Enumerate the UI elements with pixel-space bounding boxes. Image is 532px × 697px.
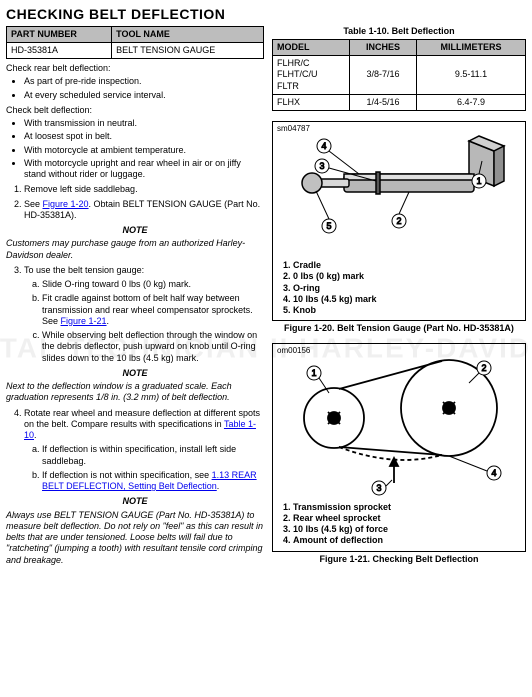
link-fig120[interactable]: Figure 1-20 — [43, 199, 89, 209]
step3a: Slide O-ring toward 0 lbs (0 kg) mark. — [42, 279, 264, 290]
gauge-illustration: 4 3 1 2 5 — [284, 126, 514, 256]
svg-text:5: 5 — [326, 221, 331, 231]
f2k1: Transmission sprocket — [293, 502, 521, 513]
dth-inches: INCHES — [350, 39, 417, 55]
svg-text:1: 1 — [476, 176, 481, 186]
step4-sub: If deflection is within specification, i… — [24, 444, 264, 492]
steps: Remove left side saddlebag. See Figure 1… — [6, 184, 264, 221]
f1k5: Knob — [293, 305, 521, 316]
dtd-0-2: 9.5-11.1 — [417, 56, 526, 95]
note3-heading: NOTE — [6, 496, 264, 507]
page-title: CHECKING BELT DEFLECTION — [6, 6, 526, 24]
right-column: Table 1-10. Belt Deflection MODEL INCHES… — [272, 26, 526, 573]
f2k4: Amount of deflection — [293, 535, 521, 546]
b1-2: At every scheduled service interval. — [24, 90, 264, 101]
b2-2: At loosest spot in belt. — [24, 131, 264, 142]
step3-sub: Slide O-ring toward 0 lbs (0 kg) mark. F… — [24, 279, 264, 364]
svg-text:4: 4 — [321, 141, 326, 151]
note3-text: Always use BELT TENSION GAUGE (Part No. … — [6, 510, 264, 566]
step3-txt: To use the belt tension gauge: — [24, 265, 144, 275]
svg-text:3: 3 — [319, 161, 324, 171]
f1k4: 10 lbs (4.5 kg) mark — [293, 294, 521, 305]
intro-2: Check belt deflection: — [6, 105, 264, 116]
step-1: Remove left side saddlebag. — [24, 184, 264, 195]
f2k3: 10 lbs (4.5 kg) of force — [293, 524, 521, 535]
note2-heading: NOTE — [6, 368, 264, 379]
svg-text:1: 1 — [311, 368, 316, 378]
dth-mm: MILLIMETERS — [417, 39, 526, 55]
dtd-1-1: 1/4-5/16 — [350, 94, 417, 110]
step4b: If deflection is not within specificatio… — [42, 470, 264, 493]
step2-txt-a: See — [24, 199, 43, 209]
tool-table: PART NUMBERTOOL NAME HD-35381ABELT TENSI… — [6, 26, 264, 60]
fig2-caption: Figure 1-21. Checking Belt Deflection — [272, 554, 526, 565]
dtd-1-2: 6.4-7.9 — [417, 94, 526, 110]
figure-1-20-box: sm04787 4 3 1 2 5 Cradle 0 lbs (0 kg) ma… — [272, 121, 526, 321]
table110-caption: Table 1-10. Belt Deflection — [272, 26, 526, 37]
dth-model: MODEL — [273, 39, 350, 55]
b2-1: With transmission in neutral. — [24, 118, 264, 129]
note1-heading: NOTE — [6, 225, 264, 236]
f2k2: Rear wheel sprocket — [293, 513, 521, 524]
step3c: While observing belt deflection through … — [42, 330, 264, 364]
step4b-txt2: . — [217, 481, 220, 491]
fig2-id: om00156 — [277, 346, 310, 356]
note1-text: Customers may purchase gauge from an aut… — [6, 238, 264, 261]
steps-cont: To use the belt tension gauge: Slide O-r… — [6, 265, 264, 364]
svg-text:2: 2 — [396, 216, 401, 226]
dtd-1-0: FLHX — [273, 94, 350, 110]
fig2-keys: Transmission sprocket Rear wheel sprocke… — [277, 502, 521, 547]
f1k3: O-ring — [293, 283, 521, 294]
th-partnum: PART NUMBER — [7, 26, 112, 42]
td-toolname: BELT TENSION GAUGE — [112, 42, 264, 58]
step-2: See Figure 1-20. Obtain BELT TENSION GAU… — [24, 199, 264, 222]
dtd-0-1: 3/8-7/16 — [350, 56, 417, 95]
f1k2: 0 lbs (0 kg) mark — [293, 271, 521, 282]
steps-cont2: Rotate rear wheel and measure deflection… — [6, 408, 264, 493]
step4-txt-b: . — [34, 430, 37, 440]
note2-text: Next to the deflection window is a gradu… — [6, 381, 264, 404]
step-3: To use the belt tension gauge: Slide O-r… — [24, 265, 264, 364]
fig1-id: sm04787 — [277, 124, 310, 134]
left-column: PART NUMBERTOOL NAME HD-35381ABELT TENSI… — [6, 26, 264, 573]
deflection-table: MODEL INCHES MILLIMETERS FLHR/C FLHT/C/U… — [272, 39, 526, 111]
step3b-txt2: . — [107, 316, 110, 326]
step3b: Fit cradle against bottom of belt half w… — [42, 293, 264, 327]
step4a: If deflection is within specification, i… — [42, 444, 264, 467]
intro-1: Check rear belt deflection: — [6, 63, 264, 74]
svg-text:2: 2 — [481, 363, 486, 373]
bullets-2: With transmission in neutral. At loosest… — [6, 118, 264, 180]
svg-text:4: 4 — [491, 468, 496, 478]
dtd-0-0: FLHR/C FLHT/C/U FLTR — [273, 56, 350, 95]
fig1-keys: Cradle 0 lbs (0 kg) mark O-ring 10 lbs (… — [277, 260, 521, 316]
step4b-txt1: If deflection is not within specificatio… — [42, 470, 212, 480]
step-4: Rotate rear wheel and measure deflection… — [24, 408, 264, 493]
b1-1: As part of pre-ride inspection. — [24, 76, 264, 87]
figure-1-21-box: om00156 1 2 3 4 Transmission sprocket Re… — [272, 343, 526, 552]
svg-text:3: 3 — [376, 483, 381, 493]
b2-4: With motorcycle upright and rear wheel i… — [24, 158, 264, 181]
link-fig121[interactable]: Figure 1-21 — [61, 316, 107, 326]
td-partnum: HD-35381A — [7, 42, 112, 58]
b2-3: With motorcycle at ambient temperature. — [24, 145, 264, 156]
bullets-1: As part of pre-ride inspection. At every… — [6, 76, 264, 101]
f1k1: Cradle — [293, 260, 521, 271]
th-toolname: TOOL NAME — [112, 26, 264, 42]
belt-illustration: 1 2 3 4 — [284, 348, 514, 498]
fig1-caption: Figure 1-20. Belt Tension Gauge (Part No… — [272, 323, 526, 334]
